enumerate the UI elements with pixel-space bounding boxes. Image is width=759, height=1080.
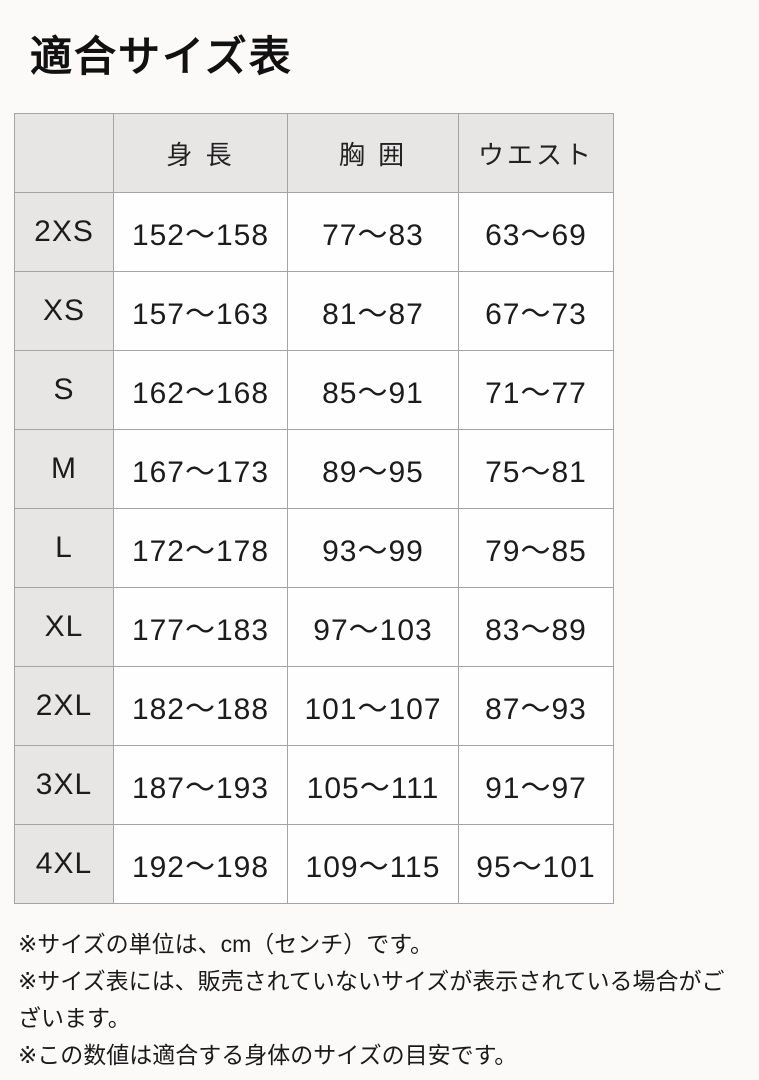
note-unit: ※サイズの単位は、cm（センチ）です。 <box>18 931 433 957</box>
height-range-cell: 152～158 <box>113 192 288 272</box>
chest-range-cell: 81～87 <box>287 271 459 351</box>
chest-range-cell: 85～91 <box>287 350 459 430</box>
chest-range-cell: 97～103 <box>287 587 459 667</box>
page-title: 適合サイズ表 <box>30 33 293 80</box>
table-row: 2XS 152～158 77～83 63～69 <box>14 192 614 272</box>
waist-range-cell: 95～101 <box>458 824 614 904</box>
chest-range-cell: 105～111 <box>287 745 459 825</box>
table-header-row: 身 長 胸 囲 ウエスト <box>14 113 614 193</box>
height-range-cell: 187～193 <box>113 745 288 825</box>
waist-range-cell: 67～73 <box>458 271 614 351</box>
size-label-cell: M <box>14 429 114 509</box>
note-availability: ※サイズ表には、販売されていないサイズが表示されている場合がございます。 <box>18 968 725 1031</box>
height-range-cell: 162～168 <box>113 350 288 430</box>
waist-range-cell: 91～97 <box>458 745 614 825</box>
chest-range-cell: 89～95 <box>287 429 459 509</box>
size-chart-table: 身 長 胸 囲 ウエスト 2XS 152～158 77～83 63～69 XS … <box>14 113 614 904</box>
size-label-cell: XL <box>14 587 114 667</box>
height-range-cell: 172～178 <box>113 508 288 588</box>
height-range-cell: 182～188 <box>113 666 288 746</box>
waist-range-cell: 79～85 <box>458 508 614 588</box>
chest-range-cell: 101～107 <box>287 666 459 746</box>
table-row: M 167～173 89～95 75～81 <box>14 429 614 509</box>
height-range-cell: 167～173 <box>113 429 288 509</box>
table-row: S 162～168 85～91 71～77 <box>14 350 614 430</box>
size-label-cell: 3XL <box>14 745 114 825</box>
table-row: XL 177～183 97～103 83～89 <box>14 587 614 667</box>
waist-range-cell: 87～93 <box>458 666 614 746</box>
table-row: 2XL 182～188 101～107 87～93 <box>14 666 614 746</box>
column-header-chest: 胸 囲 <box>287 113 459 193</box>
waist-range-cell: 75～81 <box>458 429 614 509</box>
size-label-cell: L <box>14 508 114 588</box>
table-row: 4XL 192～198 109～115 95～101 <box>14 824 614 904</box>
note-guideline: ※この数値は適合する身体のサイズの目安です。 <box>18 1042 518 1068</box>
height-range-cell: 177～183 <box>113 587 288 667</box>
table-row: L 172～178 93～99 79～85 <box>14 508 614 588</box>
height-range-cell: 192～198 <box>113 824 288 904</box>
waist-range-cell: 63～69 <box>458 192 614 272</box>
column-header-waist: ウエスト <box>458 113 614 193</box>
footnotes: ※サイズの単位は、cm（センチ）です。 ※サイズ表には、販売されていないサイズが… <box>18 926 742 1074</box>
size-label-cell: 2XS <box>14 192 114 272</box>
column-header-height: 身 長 <box>113 113 288 193</box>
size-label-cell: XS <box>14 271 114 351</box>
size-label-cell: S <box>14 350 114 430</box>
height-range-cell: 157～163 <box>113 271 288 351</box>
waist-range-cell: 83～89 <box>458 587 614 667</box>
waist-range-cell: 71～77 <box>458 350 614 430</box>
chest-range-cell: 77～83 <box>287 192 459 272</box>
table-row: XS 157～163 81～87 67～73 <box>14 271 614 351</box>
chest-range-cell: 93～99 <box>287 508 459 588</box>
size-label-cell: 4XL <box>14 824 114 904</box>
column-header-size <box>14 113 114 193</box>
size-label-cell: 2XL <box>14 666 114 746</box>
chest-range-cell: 109～115 <box>287 824 459 904</box>
table-row: 3XL 187～193 105～111 91～97 <box>14 745 614 825</box>
